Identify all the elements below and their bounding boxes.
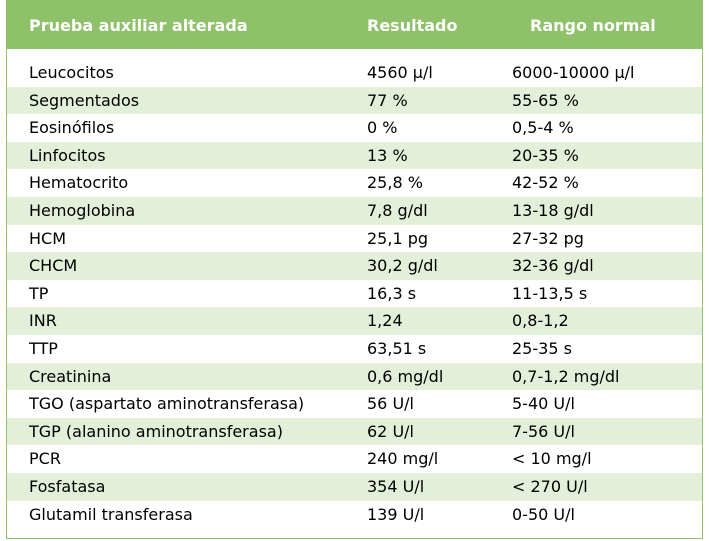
cell-range: 42-52 % (512, 173, 579, 193)
table-row: PCR 240 mg/l < 10 mg/l (7, 445, 702, 473)
cell-range: 55-65 % (512, 90, 579, 110)
cell-result: 7,8 g/dl (367, 200, 428, 220)
cell-range: 0,8-1,2 (512, 311, 569, 331)
table-row: Glutamil transferasa 139 U/l 0-50 U/l (7, 501, 702, 529)
cell-range: 7-56 U/l (512, 421, 575, 441)
cell-result: 16,3 s (367, 283, 417, 303)
table-row: TGP (alanino aminotransferasa) 62 U/l 7-56… (7, 417, 702, 446)
cell-test: Creatinina (29, 366, 112, 386)
cell-range: 0-50 U/l (512, 504, 575, 524)
cell-result: 13 % (367, 145, 408, 165)
table-row: CHCM 30,2 g/dl 32-36 g/dl (7, 252, 702, 280)
cell-test: Leucocitos (29, 63, 114, 82)
table-row: TGO (aspartato aminotransferasa) 56 U/l 5-… (7, 390, 702, 418)
table-row: TP 16,3 s 11-13,5 s (7, 280, 702, 308)
table-row: TTP 63,51 s 25-35 s (7, 335, 702, 363)
lab-results-table: Prueba auxiliar alterada Resultado Rango… (6, 0, 703, 539)
cell-test: TGO (aspartato aminotransferasa) (29, 394, 305, 414)
table-row: Hematocrito 25,8 % 42-52 % (7, 169, 702, 197)
cell-result: 0 % (367, 118, 398, 138)
cell-range: < 270 U/l (512, 476, 588, 496)
cell-range: 25-35 s (512, 338, 572, 358)
cell-result: 62 U/l (367, 421, 414, 441)
table-row: Leucocitos 4560 µ/l 6000-10000 µ/l (7, 59, 702, 87)
cell-result: 56 U/l (367, 394, 414, 414)
cell-range: 11-13,5 s (512, 283, 588, 303)
cell-range: < 10 mg/l (512, 449, 592, 469)
cell-result: 139 U/l (367, 504, 425, 524)
cell-test: Eosinófilos (29, 118, 115, 138)
cell-test: Hematocrito (29, 173, 129, 193)
cell-result: 4560 µ/l (367, 63, 433, 82)
cell-result: 25,8 % (367, 173, 423, 193)
cell-result: 63,51 s (367, 338, 427, 358)
table-row: Segmentados 77 % 55-65 % (7, 86, 702, 115)
cell-range: 27-32 pg (512, 228, 584, 248)
cell-result: 1,24 (367, 311, 403, 331)
cell-result: 25,1 pg (367, 228, 429, 248)
cell-test: Hemoglobina (29, 200, 136, 220)
cell-test: TGP (alanino aminotransferasa) (29, 421, 283, 441)
table-row: Eosinófilos 0 % 0,5-4 % (7, 114, 702, 142)
cell-test: Linfocitos (29, 145, 106, 165)
cell-range: 6000-10000 µ/l (512, 63, 635, 82)
cell-test: PCR (29, 449, 61, 469)
table-row: Linfocitos 13 % 20-35 % (7, 141, 702, 170)
header-test: Prueba auxiliar alterada (29, 16, 248, 35)
cell-test: HCM (29, 228, 67, 248)
cell-range: 0,5-4 % (512, 118, 574, 138)
table-row: Creatinina 0,6 mg/dl 0,7-1,2 mg/dl (7, 362, 702, 391)
cell-result: 354 U/l (367, 476, 425, 496)
cell-range: 0,7-1,2 mg/dl (512, 366, 620, 386)
cell-range: 5-40 U/l (512, 394, 575, 414)
cell-result: 240 mg/l (367, 449, 439, 469)
cell-test: TP (29, 283, 49, 303)
cell-result: 30,2 g/dl (367, 256, 438, 276)
cell-result: 0,6 mg/dl (367, 366, 444, 386)
table-row: Fosfatasa 354 U/l < 270 U/l (7, 472, 702, 501)
cell-range: 32-36 g/dl (512, 256, 594, 276)
table-body: Leucocitos 4560 µ/l 6000-10000 µ/l Segmenta… (7, 59, 702, 528)
cell-test: Fosfatasa (29, 476, 106, 496)
cell-result: 77 % (367, 90, 408, 110)
header-result: Resultado (367, 16, 458, 35)
cell-range: 20-35 % (512, 145, 579, 165)
table-header: Prueba auxiliar alterada Resultado Rango… (7, 1, 702, 49)
header-range: Rango normal (530, 16, 656, 35)
cell-test: Segmentados (29, 90, 140, 110)
cell-test: CHCM (29, 256, 78, 276)
cell-test: INR (29, 311, 57, 331)
cell-range: 13-18 g/dl (512, 200, 594, 220)
table-row: Hemoglobina 7,8 g/dl 13-18 g/dl (7, 196, 702, 225)
table-row: HCM 25,1 pg 27-32 pg (7, 225, 702, 253)
cell-test: TTP (29, 338, 58, 358)
cell-test: Glutamil transferasa (29, 504, 193, 524)
table-row: INR 1,24 0,8-1,2 (7, 307, 702, 335)
